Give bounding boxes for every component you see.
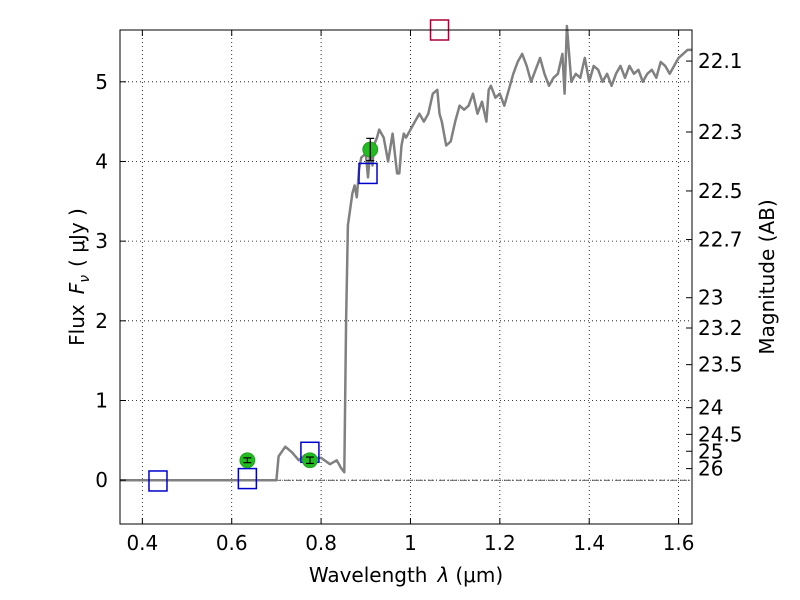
y-axis-label-unit: ( μJy ) <box>65 208 89 267</box>
y-tick-label: 1 <box>95 389 108 413</box>
mag-tick-label: 23.5 <box>698 353 743 377</box>
y-tick-label: 0 <box>95 468 108 492</box>
x-axis-label-text: Wavelength <box>309 563 428 587</box>
x-axis-label-symbol: λ <box>437 563 450 587</box>
y-axis-label-subscript: ν <box>77 275 93 283</box>
model-point <box>237 467 258 490</box>
x-tick-label: 0.6 <box>216 531 248 555</box>
y-tick-label: 3 <box>95 229 108 253</box>
x-tick-label: 0.8 <box>305 531 337 555</box>
y-right-axis-label: Magnitude (AB) <box>755 199 779 354</box>
mag-tick-label: 23.2 <box>698 316 743 340</box>
y-tick-label: 2 <box>95 309 108 333</box>
mag-tick-label: 25 <box>698 439 723 463</box>
x-tick-label: 1 <box>404 531 417 555</box>
mag-tick-label: 22.5 <box>698 179 743 203</box>
y-axis-label-symbol: F <box>65 282 89 294</box>
observed-points <box>239 137 379 469</box>
mag-tick-label: 24.5 <box>698 422 743 446</box>
mag-tick-label: 26 <box>698 457 723 481</box>
x-tick-label: 1.2 <box>484 531 516 555</box>
mag-tick-label: 22.1 <box>698 49 743 73</box>
x-tick-label: 1.6 <box>663 531 695 555</box>
model-point <box>358 162 378 185</box>
mag-tick-label: 24 <box>698 396 723 420</box>
model-points <box>148 19 450 492</box>
axis-ticks: 0.4 0.6 0.8 1 1.2 1.4 1.601234522.122.322.522.… <box>95 30 743 555</box>
grid <box>120 30 692 524</box>
spectrum-series <box>120 24 692 482</box>
x-tick-label: 1.4 <box>573 531 605 555</box>
y-axis-label: Flux Fν ( μJy ) <box>65 208 93 346</box>
model-point <box>148 470 168 492</box>
mag-tick-label: 23 <box>698 286 723 310</box>
x-tick-label: 0.4 <box>126 531 158 555</box>
spectrum-line <box>120 24 692 482</box>
x-axis-label-unit: (μm) <box>455 563 503 587</box>
y-axis-label-text: Flux <box>65 304 89 346</box>
x-axis-label: Wavelength λ (μm) <box>309 563 503 587</box>
y-tick-label: 4 <box>95 149 108 173</box>
mag-tick-label: 22.7 <box>698 228 743 252</box>
mag-tick-label: 22.3 <box>698 120 743 144</box>
plot-frame <box>119 29 693 525</box>
y-tick-label: 5 <box>95 70 108 94</box>
